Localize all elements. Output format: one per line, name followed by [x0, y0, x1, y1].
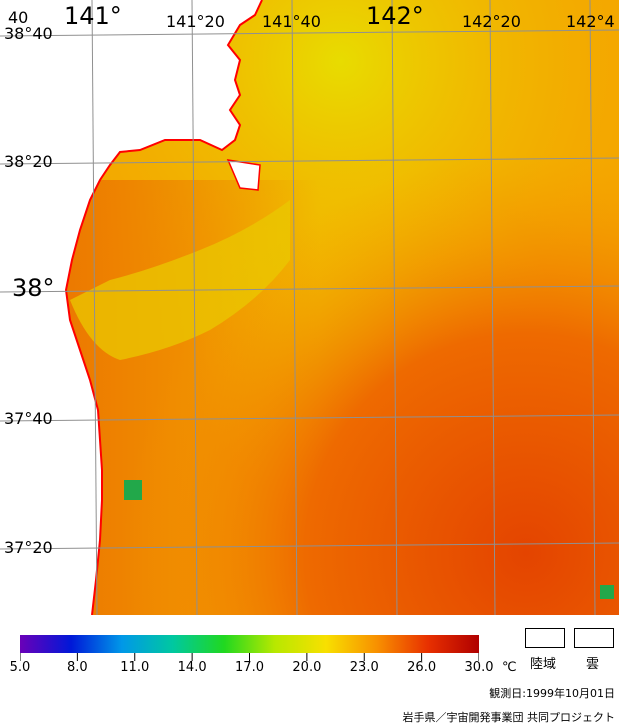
- lat-line-38: [0, 285, 619, 293]
- lon-label-142: 142°: [366, 2, 424, 30]
- colorbar-tick-label: 8.0: [67, 660, 88, 675]
- credit-text: 岩手県／宇宙開発事業団 共同プロジェクト: [402, 711, 616, 724]
- lon-label-142-40: 142°4: [566, 12, 615, 31]
- cool-coastal-water: [70, 200, 290, 360]
- land-area: [0, 0, 262, 615]
- colorbar-tick-label: 26.0: [407, 660, 437, 675]
- lat-label-37-40: 37°40: [4, 409, 53, 428]
- lon-label-141-40: 141°40: [262, 12, 321, 31]
- unit-label: ℃: [502, 660, 517, 675]
- lat-label-37-20: 37°20: [4, 538, 53, 557]
- sst-map: 38°40 38°20 38° 37°40 37°20 40 141° 141°…: [0, 0, 619, 615]
- graticule: [0, 0, 619, 615]
- lat-line-38-40: [0, 29, 619, 37]
- lat-line-37-40: [0, 414, 619, 422]
- lon-line-141: [91, 0, 98, 615]
- land-legend-swatch: [525, 628, 565, 648]
- cloud-legend-swatch: [574, 628, 614, 648]
- lon-label-141: 141°: [64, 2, 122, 30]
- colorbar-ticks: [20, 653, 479, 661]
- lon-label-140-40: 40: [8, 8, 29, 27]
- sst-map-image: [0, 0, 619, 615]
- lon-label-141-20: 141°20: [166, 12, 225, 31]
- coastline: [64, 0, 263, 615]
- colorbar-tick-label: 14.0: [177, 660, 207, 675]
- lat-label-38-40: 38°40: [4, 24, 53, 43]
- colorbar-tick-label: 30.0: [464, 660, 494, 675]
- colorbar-tick-label: 5.0: [9, 660, 31, 675]
- lon-line-141-20: [191, 0, 198, 615]
- cold-patch-east: [600, 585, 614, 599]
- lon-line-142: [391, 0, 398, 615]
- colorbar-tick-label: 23.0: [349, 660, 379, 675]
- colorbar-tick-label: 17.0: [235, 660, 264, 675]
- observation-date: 観測日:1999年10月01日: [489, 687, 615, 700]
- lat-line-38-20: [0, 157, 619, 165]
- land-legend-label: 陸域: [530, 657, 557, 672]
- lon-line-141-40: [291, 0, 298, 615]
- lat-label-38-20: 38°20: [4, 152, 53, 171]
- peninsula: [226, 159, 261, 191]
- scale-area: 5.0 8.0 11.0 14.0 17.0 20.0 23.0 26.0 30.0 ℃ 陸域 …: [0, 615, 619, 725]
- lon-line-142-40: [589, 0, 596, 615]
- colorbar-tick-label: 11.0: [120, 660, 150, 675]
- lon-label-142-20: 142°20: [462, 12, 521, 31]
- cloud-legend-label: 雲: [586, 657, 600, 672]
- colorbar-tick-label: 20.0: [292, 660, 322, 675]
- lat-label-38: 38°: [12, 274, 55, 302]
- lat-line-37-20: [0, 542, 619, 550]
- temperature-colorbar: [20, 635, 479, 661]
- colorbar-gradient: [20, 635, 479, 653]
- cold-patch: [124, 480, 142, 500]
- lon-line-142-20: [489, 0, 496, 615]
